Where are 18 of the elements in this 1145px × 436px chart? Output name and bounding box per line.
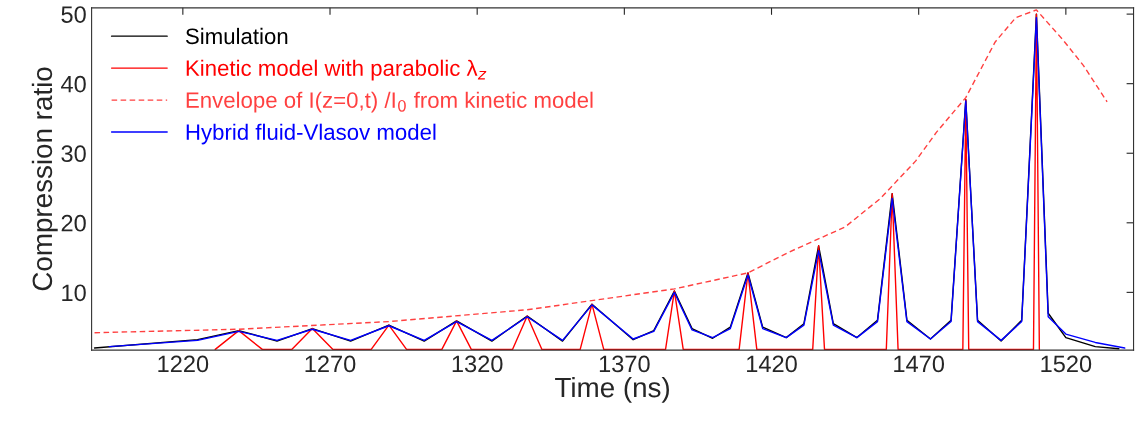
y-tick-label: 40 <box>61 75 86 93</box>
x-tick-label: 1370 <box>599 355 650 373</box>
x-tick-label: 1220 <box>158 355 209 373</box>
x-tick-label: 1420 <box>747 355 797 373</box>
legend-label: Hybrid fluid-Vlasov model <box>186 123 436 145</box>
x-tick-label: 1470 <box>894 355 945 373</box>
legend-label: Envelope of I(z=0,t) /I$_{0}$ from kinetic model <box>186 91 593 113</box>
y-axis-title: Compression ratio <box>31 67 58 291</box>
y-tick-label: 10 <box>62 284 86 302</box>
legend-label: Simulation <box>185 27 288 45</box>
x-tick-label: 1270 <box>305 355 356 373</box>
x-axis-title: Time (ns) <box>555 376 669 403</box>
x-tick-label: 1320 <box>452 355 503 373</box>
legend-label: Kinetic model with parabolic λ$_{z}$ <box>186 59 487 81</box>
y-tick-label: 20 <box>61 214 86 232</box>
y-tick-label: 30 <box>61 145 86 163</box>
x-tick-label: 1520 <box>1041 355 1092 373</box>
y-tick-label: 50 <box>61 6 86 23</box>
